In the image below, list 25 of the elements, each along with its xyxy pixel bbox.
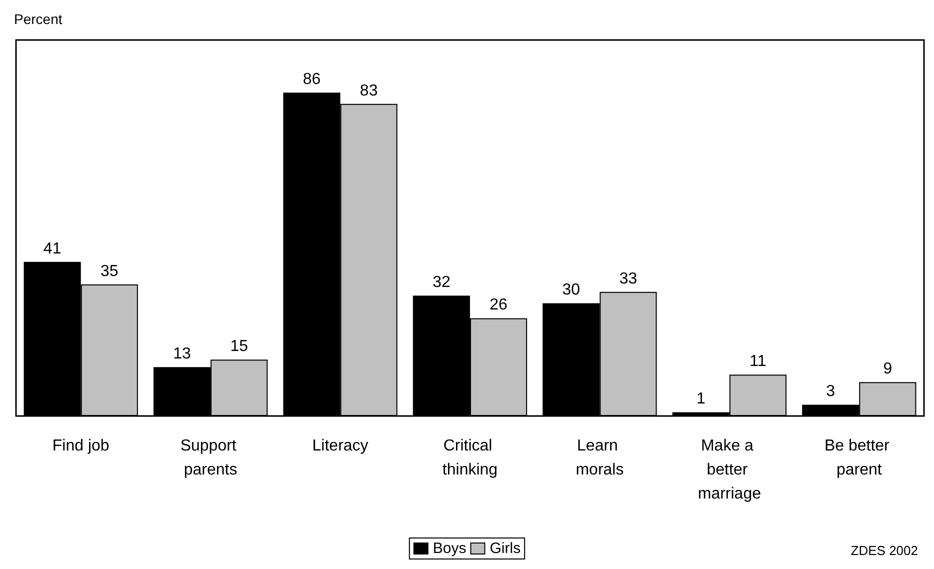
text: ZDES 2002 bbox=[850, 543, 918, 558]
data-label: 26 bbox=[490, 296, 508, 314]
data-label: 9 bbox=[883, 360, 892, 378]
x-tick-label: Find job bbox=[52, 438, 110, 454]
data-label: 32 bbox=[432, 274, 450, 292]
legend-label: Boys bbox=[432, 540, 466, 557]
data-label: 83 bbox=[360, 82, 378, 100]
data-label: 33 bbox=[619, 270, 638, 288]
data-label: 11 bbox=[750, 353, 766, 370]
data-label: 86 bbox=[302, 71, 321, 88]
data-label: 41 bbox=[43, 240, 62, 258]
x-tick-label: Support parents bbox=[180, 438, 241, 478]
data-label: 3 bbox=[826, 383, 836, 400]
x-tick-label: Make a better marriage bbox=[698, 438, 762, 502]
x-tick-label: Be better parent bbox=[824, 438, 894, 478]
x-tick-label: Critical thinking bbox=[442, 438, 498, 478]
data-label: 15 bbox=[230, 338, 248, 356]
x-tick-label: Literacy bbox=[312, 438, 368, 454]
data-label: 35 bbox=[100, 262, 118, 280]
data-label: 1 bbox=[696, 390, 706, 408]
x-tick-label: Learn morals bbox=[576, 438, 624, 478]
data-label: 13 bbox=[173, 346, 192, 363]
y-axis-title: Percent bbox=[14, 11, 62, 27]
data-label: 30 bbox=[562, 282, 580, 299]
legend-label: Girls bbox=[490, 540, 521, 557]
